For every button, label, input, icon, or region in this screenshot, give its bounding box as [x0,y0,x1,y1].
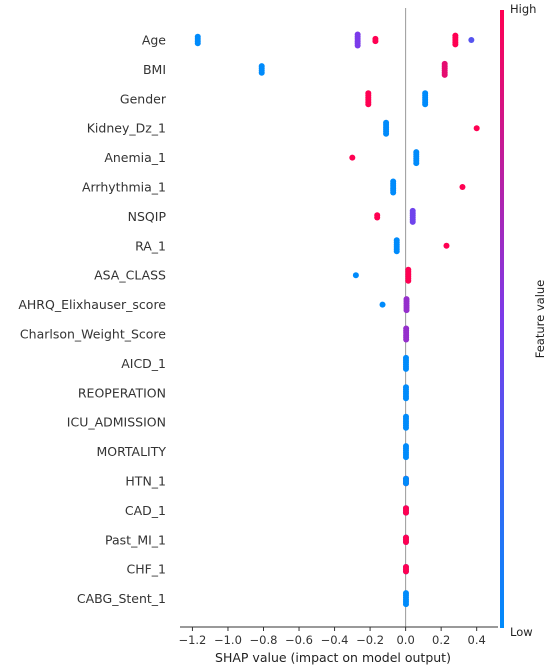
shap-point [372,38,379,45]
x-tick-label: 0.0 [396,633,414,647]
shap-point [349,154,356,161]
feature-label: ICU_ADMISSION [67,415,166,430]
shap-point [473,125,480,132]
shap-point [402,454,409,461]
x-tick-label: 0.2 [432,633,450,647]
x-axis-ticks: −1.2 −1.0 −0.8 −0.6 −0.4 −0.2 0.0 0.2 0.4 [178,627,486,647]
shap-point [403,336,410,343]
shap-point [452,41,459,48]
x-tick-label: −0.8 [250,633,278,647]
shap-point [383,130,390,137]
feature-label: RA_1 [135,238,166,253]
colorbar-low-label: Low [510,625,533,639]
shap-point [409,218,416,225]
x-tick-label: −1.2 [178,633,206,647]
shap-point [413,160,420,167]
shap-point [443,242,450,249]
feature-label: Kidney_Dz_1 [87,121,166,136]
feature-label: CHF_1 [126,562,166,577]
shap-point [365,101,372,108]
x-tick-label: −0.2 [356,633,384,647]
feature-label: REOPERATION [78,385,166,400]
feature-label: Gender [120,91,167,106]
feature-label: BMI [143,62,166,77]
colorbar-high-label: High [510,2,536,16]
shap-point [379,301,386,308]
feature-label: CAD_1 [125,503,166,518]
shap-point [393,248,400,255]
shap-point [402,395,409,402]
shap-point [352,272,359,279]
feature-label: AICD_1 [121,356,166,371]
shap-point [459,184,466,190]
shap-point [468,37,475,43]
shap-points [194,31,480,608]
colorbar-title: Feature value [533,280,547,359]
shap-point [405,277,412,284]
feature-label: Charlson_Weight_Score [20,327,166,342]
feature-label: Past_MI_1 [105,532,166,547]
x-tick-label: −0.4 [321,633,349,647]
shap-point [374,214,381,221]
feature-label: Anemia_1 [104,150,166,165]
feature-labels: Age BMI Gender Kidney_Dz_1 Anemia_1 Arrhythmi… [18,33,167,607]
shap-point [258,69,265,76]
shap-point [403,307,410,314]
shap-point [422,101,429,108]
shap-point [194,40,201,47]
shap-point [402,509,409,516]
feature-label: CABG_Stent_1 [77,591,166,606]
colorbar-gradient [500,10,504,628]
feature-label: AHRQ_Elixhauser_score [18,297,166,312]
feature-label: ASA_CLASS [94,268,166,283]
shap-point [402,365,409,372]
shap-point [402,568,409,575]
feature-label: Arrhythmia_1 [82,180,166,195]
x-axis-title: SHAP value (impact on model output) [215,650,451,665]
feature-label: HTN_1 [125,474,166,489]
shap-point [402,424,409,431]
x-tick-label: −1.0 [214,633,242,647]
colorbar: High Low Feature value [500,2,547,639]
shap-point [390,189,397,196]
x-tick-label: 0.4 [468,633,486,647]
feature-label: Age [142,33,166,48]
shap-point [402,601,409,608]
shap-point [402,480,409,487]
feature-label: MORTALITY [96,444,166,459]
shap-point [354,42,361,49]
feature-label: NSQIP [128,209,167,224]
shap-point [402,539,409,545]
shap-point [441,71,448,78]
x-tick-label: −0.6 [285,633,313,647]
